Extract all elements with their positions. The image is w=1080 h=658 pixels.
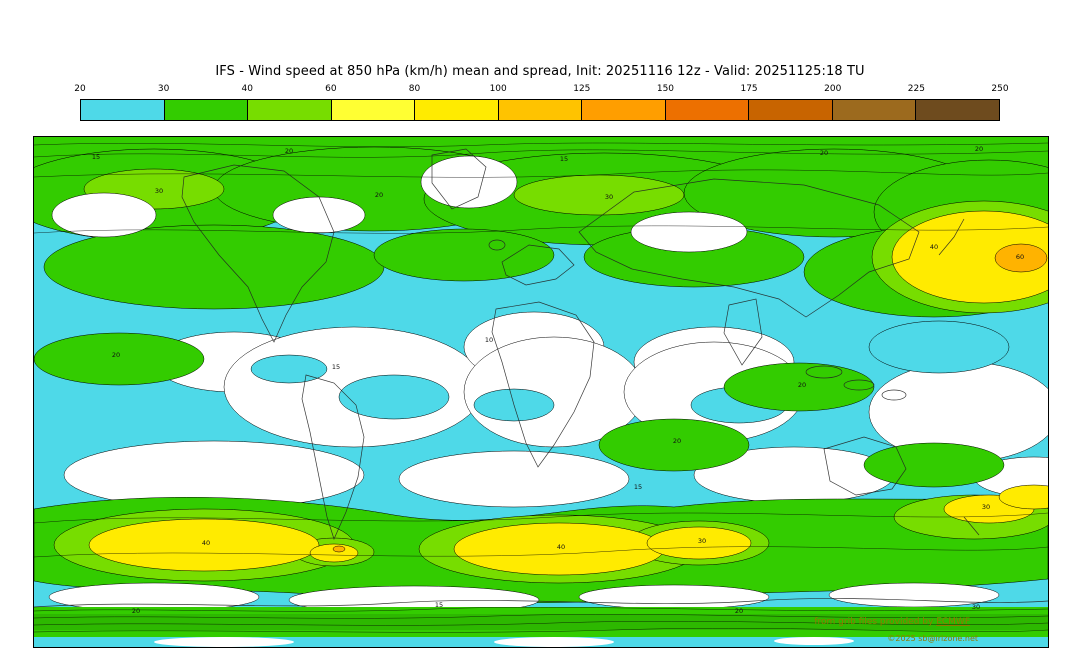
colorbar-tick-labels: 20 30 40 60 80 100 125 150 175 200 225 250: [74, 84, 1008, 96]
colorbar-tick-label: 100: [489, 84, 507, 94]
colorbar-tick-label: 60: [325, 84, 337, 94]
contour-label: 30: [698, 537, 706, 545]
contour-label: 15: [634, 483, 642, 491]
colorbar-segment-225-250: [916, 100, 1000, 120]
contour-value-labels: 15 20 15 20 20 30 20 30 40 60 20 15 20 20 10 40 40 30 30 15…: [92, 145, 1024, 615]
contour-label: 15: [435, 601, 443, 609]
colorbar-segment-100-125: [498, 100, 583, 120]
low-wind-patches: [250, 320, 1010, 424]
colorbar-segment-20-30: [81, 100, 165, 120]
contour-label: 20: [375, 191, 383, 199]
colorbar-segment-30-40: [164, 100, 249, 120]
antarctic-band: [34, 607, 1048, 647]
colorbar-segment-150-175: [665, 100, 750, 120]
contour-label: 20: [975, 145, 983, 153]
contour-label: 20: [132, 607, 140, 615]
colorbar-segment-40-60: [248, 100, 332, 120]
copyright-text: ©2025 sb@irizone.net: [887, 634, 978, 643]
credit-text: from grib files provided by: [814, 617, 937, 627]
colorbar-segment-60-80: [331, 100, 416, 120]
contour-label: 20: [798, 381, 806, 389]
contour-label: 20: [735, 607, 743, 615]
contour-label: 20: [673, 437, 681, 445]
chart-title: IFS - Wind speed at 850 hPa (km/h) mean …: [215, 64, 865, 79]
contour-label: 40: [930, 243, 938, 251]
contour-label: 40: [557, 543, 565, 551]
contour-label: 30: [605, 193, 613, 201]
contour-label: 15: [92, 153, 100, 161]
ecmwf-link[interactable]: ECMWF: [936, 617, 970, 627]
world-wind-map: 15 20 15 20 20 30 20 30 40 60 20 15 20 20 10 40 40 30 30 15…: [33, 136, 1049, 648]
wind-speed-map-svg: 15 20 15 20 20 30 20 30 40 60 20 15 20 20 10 40 40 30 30 15…: [34, 137, 1048, 647]
contour-label: 20: [285, 147, 293, 155]
colorbar-tick-label: 200: [824, 84, 842, 94]
contour-label: 30: [982, 503, 990, 511]
colorbar-tick-label: 40: [241, 84, 253, 94]
contour-label: 10: [485, 336, 493, 344]
colorbar-tick-label: 30: [157, 84, 170, 94]
colorbar-segment-80-100: [415, 100, 499, 120]
colorbar-segment-175-200: [749, 100, 833, 120]
colorbar-tick-label: 225: [907, 84, 925, 94]
contour-lines: [34, 142, 1048, 558]
data-credit: from grib files provided by ECMWF: [814, 617, 970, 627]
colorbar: [80, 99, 1000, 121]
colorbar-tick-label: 150: [656, 84, 675, 94]
colorbar-tick-label: 125: [573, 84, 591, 94]
colorbar-tick-label: 250: [991, 84, 1009, 94]
contour-label: 15: [560, 155, 568, 163]
contour-label: 60: [1016, 253, 1024, 261]
colorbar-segment-125-150: [582, 100, 666, 120]
contour-label: 20: [820, 149, 828, 157]
colorbar-tick-label: 175: [740, 84, 758, 94]
colorbar-tick-label: 80: [408, 84, 421, 94]
colorbar-tick-label: 20: [74, 84, 86, 94]
contour-label: 15: [332, 363, 340, 371]
colorbar-segment-200-225: [832, 100, 917, 120]
contour-label: 40: [202, 539, 210, 547]
coastlines: [34, 148, 1048, 608]
contour-label: 20: [112, 351, 120, 359]
contour-label: 30: [155, 187, 163, 195]
contour-label: 30: [972, 603, 980, 611]
